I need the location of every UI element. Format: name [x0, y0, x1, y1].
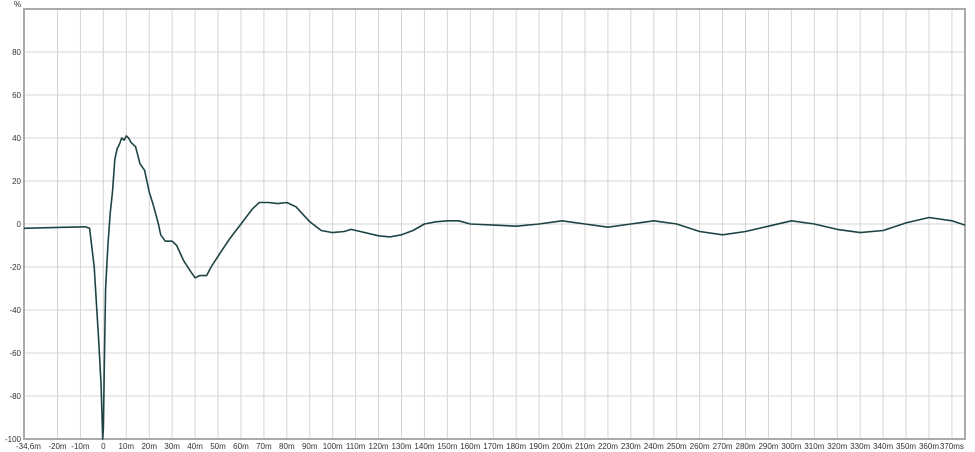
- x-tick-label: 350m: [896, 442, 916, 451]
- series-line: [23, 135, 966, 440]
- y-tick-label: -100: [5, 435, 22, 444]
- x-tick-label: 260m: [690, 442, 710, 451]
- x-tick-label: 90m: [302, 442, 318, 451]
- x-tick-label: 160m: [460, 442, 480, 451]
- x-tick-label: 290m: [758, 442, 778, 451]
- x-tick-label: 300m: [781, 442, 801, 451]
- y-tick-label: 80: [12, 48, 21, 57]
- x-tick-label: 180m: [506, 442, 526, 451]
- x-tick-label: -34,6m: [16, 442, 41, 451]
- x-tick-label: 70m: [256, 442, 272, 451]
- x-tick-label: 10m: [119, 442, 135, 451]
- x-tick-label: 80m: [279, 442, 295, 451]
- x-tick-label: 310m: [804, 442, 824, 451]
- x-tick-label: 320m: [827, 442, 847, 451]
- y-tick-label: 40: [12, 134, 21, 143]
- x-tick-label: 370ms: [940, 442, 964, 451]
- x-tick-label: 270m: [713, 442, 733, 451]
- x-tick-label: 280m: [736, 442, 756, 451]
- x-tick-label: 30m: [164, 442, 180, 451]
- x-tick-label: 60m: [233, 442, 249, 451]
- x-tick-label: 190m: [529, 442, 549, 451]
- x-tick-label: 250m: [667, 442, 687, 451]
- x-tick-label: 200m: [552, 442, 572, 451]
- y-tick-label: 60: [12, 91, 21, 100]
- grid: [23, 9, 965, 440]
- x-tick-label: 50m: [210, 442, 226, 451]
- x-tick-label: 220m: [598, 442, 618, 451]
- y-tick-label: -60: [9, 349, 21, 358]
- x-tick-label: 20m: [141, 442, 157, 451]
- y-tick-label: 20: [12, 177, 21, 186]
- x-tick-label: 360m: [919, 442, 939, 451]
- x-tick-label: 330m: [850, 442, 870, 451]
- x-tick-label: 0: [101, 442, 106, 451]
- x-tick-label: 40m: [187, 442, 203, 451]
- x-tick-label: -10m: [71, 442, 90, 451]
- plot-frame: [23, 8, 966, 440]
- y-tick-label: -80: [9, 392, 21, 401]
- x-tick-label: 110m: [346, 442, 366, 451]
- y-axis-ticks: 80 60 40 20 0 -20 -40 -60 -80 -100: [5, 48, 22, 444]
- x-tick-label: 210m: [575, 442, 595, 451]
- x-tick-label: 100m: [323, 442, 343, 451]
- x-tick-label: -20m: [48, 442, 67, 451]
- x-tick-label: 340m: [873, 442, 893, 451]
- x-tick-label: 130m: [391, 442, 411, 451]
- x-axis-ticks: -34,6m -20m -10m 0 10m 20m 30m 40m 50m 60m 70m 80m 9…: [16, 442, 964, 451]
- x-tick-label: 240m: [644, 442, 664, 451]
- x-tick-label: 170m: [483, 442, 503, 451]
- y-tick-label: -20: [9, 263, 21, 272]
- x-tick-label: 140m: [414, 442, 434, 451]
- x-tick-label: 120m: [369, 442, 389, 451]
- y-tick-label: 0: [17, 220, 22, 229]
- x-tick-label: 150m: [437, 442, 457, 451]
- y-tick-label: -40: [9, 306, 21, 315]
- y-axis-unit-label: %: [14, 0, 21, 9]
- x-tick-label: 230m: [621, 442, 641, 451]
- series-layer: [23, 135, 966, 440]
